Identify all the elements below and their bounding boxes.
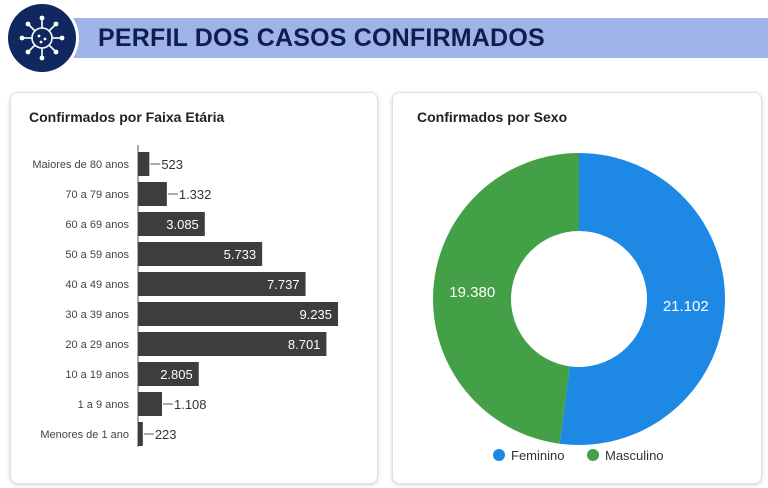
bar bbox=[138, 392, 162, 416]
donut-slice bbox=[433, 153, 579, 444]
data-label: 223 bbox=[155, 427, 177, 442]
category-label: 60 a 69 anos bbox=[65, 219, 129, 231]
category-label: 40 a 49 anos bbox=[65, 279, 129, 291]
slice-label: 19.380 bbox=[449, 284, 495, 301]
data-label: 3.085 bbox=[166, 217, 199, 232]
data-label: 523 bbox=[161, 157, 183, 172]
data-label: 7.737 bbox=[267, 277, 300, 292]
category-label: 70 a 79 anos bbox=[65, 189, 129, 201]
legend-label: Masculino bbox=[605, 448, 664, 463]
category-label: 30 a 39 anos bbox=[65, 309, 129, 321]
age-chart-panel: Confirmados por Faixa Etária Maiores de … bbox=[10, 92, 378, 484]
data-label: 8.701 bbox=[288, 337, 321, 352]
sex-donut-chart: 21.102 19.380 Feminino Masculino bbox=[433, 153, 726, 463]
bar bbox=[138, 332, 327, 356]
data-label: 5.733 bbox=[224, 247, 257, 262]
category-label: 1 a 9 anos bbox=[78, 399, 130, 411]
category-label: Menores de 1 ano bbox=[40, 429, 129, 441]
age-chart-title: Confirmados por Faixa Etária bbox=[29, 109, 225, 125]
slice-label: 21.102 bbox=[663, 298, 709, 315]
bar bbox=[138, 302, 338, 326]
bar bbox=[138, 152, 150, 176]
donut-slice bbox=[559, 153, 726, 445]
age-bar-chart: Maiores de 80 anos 523 70 a 79 anos 1.332 60… bbox=[32, 145, 338, 447]
page-title: PERFIL DOS CASOS CONFIRMADOS bbox=[98, 24, 545, 52]
category-label: Maiores de 80 anos bbox=[32, 159, 129, 171]
bar bbox=[138, 212, 205, 236]
data-label: 9.235 bbox=[299, 307, 332, 322]
bar bbox=[138, 242, 263, 266]
legend-swatch bbox=[587, 449, 599, 461]
legend-label: Feminino bbox=[511, 448, 564, 463]
category-label: 50 a 59 anos bbox=[65, 249, 129, 261]
data-label: 2.805 bbox=[160, 367, 193, 382]
category-label: 10 a 19 anos bbox=[65, 369, 129, 381]
sex-chart-panel: Confirmados por Sexo 21.102 19.380 Feminin… bbox=[392, 92, 762, 484]
bar bbox=[138, 362, 199, 386]
bar bbox=[138, 422, 143, 446]
bar bbox=[138, 272, 306, 296]
bar bbox=[138, 182, 167, 206]
legend-swatch bbox=[493, 449, 505, 461]
sex-chart-title: Confirmados por Sexo bbox=[417, 109, 568, 125]
category-label: 20 a 29 anos bbox=[65, 339, 129, 351]
data-label: 1.332 bbox=[179, 187, 212, 202]
data-label: 1.108 bbox=[174, 397, 207, 412]
header-bar bbox=[20, 18, 768, 58]
virus-icon bbox=[8, 4, 76, 72]
